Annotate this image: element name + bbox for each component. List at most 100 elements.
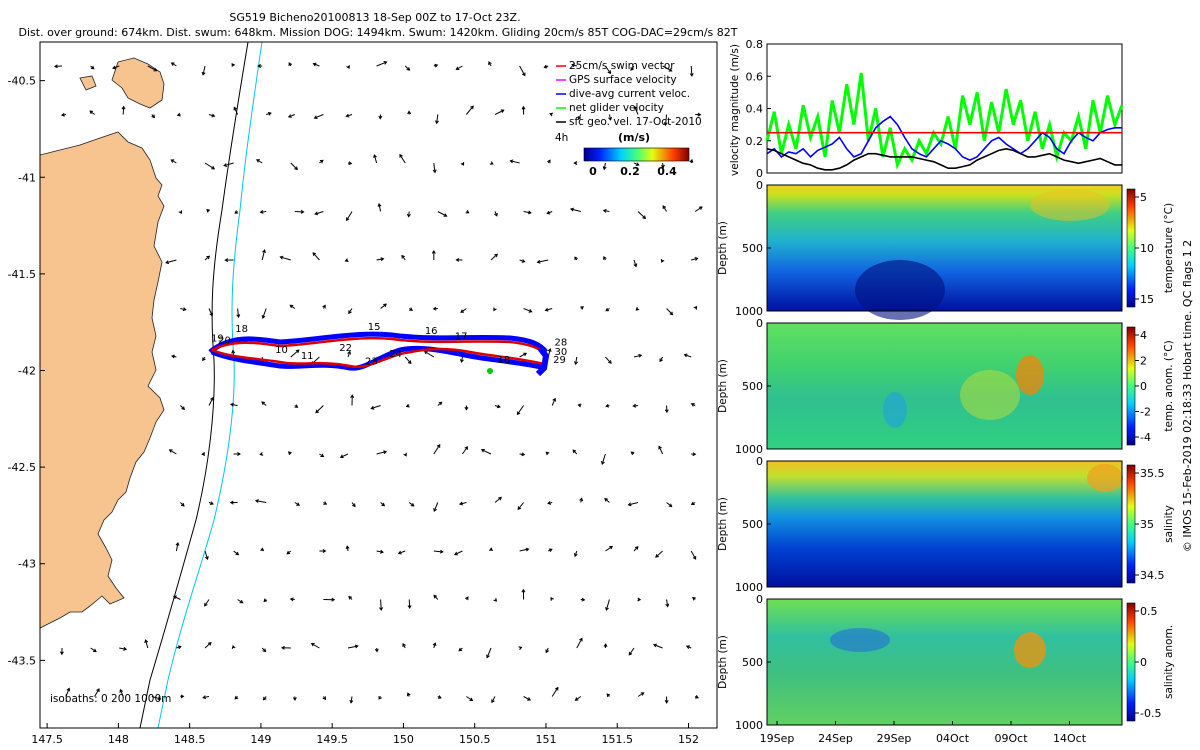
geo-arrow-head bbox=[521, 259, 526, 263]
geo-arrow-shaft bbox=[628, 502, 639, 506]
geo-arrow-head bbox=[638, 353, 643, 358]
geo-arrow-shaft bbox=[315, 211, 324, 215]
geo-arrow-head bbox=[608, 360, 612, 364]
geo-arrow-shaft bbox=[437, 211, 447, 217]
salinity-panel bbox=[766, 460, 1123, 588]
geo-arrow-head bbox=[664, 700, 669, 704]
geo-arrow-shaft bbox=[171, 159, 177, 164]
geo-arrow-shaft bbox=[165, 259, 177, 264]
geo-arrow-head bbox=[669, 311, 674, 316]
geo-arrow-shaft bbox=[466, 105, 474, 115]
geo-arrow-head bbox=[635, 306, 640, 311]
temperature-colorbar bbox=[1126, 188, 1136, 308]
geo-arrow-shaft bbox=[523, 211, 531, 214]
geo-arrow-head bbox=[693, 305, 698, 310]
geo-arrow-shaft bbox=[262, 308, 267, 319]
geo-arrow-head bbox=[500, 109, 505, 113]
glider-track-blue-return bbox=[211, 345, 547, 371]
geo-arrow-head bbox=[373, 154, 377, 159]
island-north bbox=[111, 57, 165, 109]
geo-arrow-head bbox=[289, 304, 294, 309]
geo-arrow-head bbox=[434, 63, 439, 68]
geo-arrow-head bbox=[348, 310, 352, 315]
geo-arrow-shaft bbox=[203, 696, 210, 699]
geo-arrow-head bbox=[144, 639, 149, 644]
geo-arrow-shaft bbox=[519, 352, 527, 358]
geo-arrow-head bbox=[606, 693, 611, 698]
geo-arrow-head bbox=[345, 113, 350, 118]
geo-arrow-head bbox=[207, 641, 212, 646]
map-x-tick-label: 151.5 bbox=[601, 733, 633, 746]
geo-arrow-head bbox=[545, 649, 549, 654]
geo-arrow-head bbox=[257, 64, 261, 68]
geo-arrow-head bbox=[496, 404, 501, 409]
heatmap-ylabel: Depth (m) bbox=[717, 497, 729, 551]
geo-arrow-head bbox=[527, 697, 531, 701]
geo-arrow-head bbox=[379, 607, 384, 611]
geo-arrow-head bbox=[254, 499, 259, 504]
legend-label-3: net glider velocity bbox=[569, 102, 664, 114]
track-day-label: 10 bbox=[275, 345, 288, 356]
geo-arrow-head bbox=[431, 249, 436, 254]
geo-arrow-head bbox=[119, 688, 124, 693]
geo-arrow-shaft bbox=[147, 65, 157, 72]
geo-arrow-head bbox=[637, 597, 642, 602]
geo-arrow-head bbox=[608, 116, 613, 121]
geo-arrow-head bbox=[236, 314, 241, 319]
map-x-tick-label: 150.5 bbox=[459, 733, 491, 746]
geo-arrow-shaft bbox=[433, 550, 443, 553]
tasmania-landmass bbox=[40, 131, 165, 629]
geo-arrow-shaft bbox=[517, 502, 524, 510]
map-x-tick-label: 152 bbox=[678, 733, 699, 746]
geo-arrow-head bbox=[312, 252, 317, 256]
geo-arrow-shaft bbox=[637, 692, 644, 697]
geo-arrow-head bbox=[202, 357, 206, 362]
geo-arrow-head bbox=[655, 554, 659, 558]
geo-arrow-head bbox=[436, 443, 441, 448]
geo-arrow-head bbox=[409, 307, 414, 311]
geo-arrow-head bbox=[579, 637, 583, 642]
geo-arrow-head bbox=[263, 598, 268, 603]
geo-arrow-shaft bbox=[376, 61, 387, 67]
geo-arrow-shaft bbox=[633, 259, 637, 267]
geo-arrow-head bbox=[633, 105, 638, 110]
geo-arrow-head bbox=[259, 452, 264, 456]
geo-arrow-head bbox=[176, 112, 181, 117]
heatmap-y-tick-label: 0 bbox=[756, 317, 763, 330]
geo-arrow-head bbox=[157, 696, 162, 701]
time-tick-label: 09Oct bbox=[994, 732, 1028, 745]
geo-arrow-shaft bbox=[634, 106, 639, 115]
track-day-label: 15 bbox=[368, 322, 381, 333]
track-day-label: 23 bbox=[365, 357, 378, 368]
geo-arrow-shaft bbox=[314, 114, 324, 119]
geo-arrow-shaft bbox=[424, 350, 435, 358]
geo-arrow-head bbox=[229, 500, 234, 505]
velocity-ylabel: velocity magnitude (m/s) bbox=[729, 44, 741, 176]
map-y-tick-label: -42.5 bbox=[8, 461, 36, 474]
geo-arrow-shaft bbox=[204, 642, 212, 649]
geo-arrow-shaft bbox=[290, 349, 300, 358]
geo-arrow-head bbox=[171, 354, 176, 359]
geo-arrow-head bbox=[294, 166, 298, 171]
geo-arrow-shaft bbox=[459, 502, 467, 505]
legend-label-1: GPS surface velocity bbox=[569, 74, 677, 86]
geo-arrow-shaft bbox=[376, 258, 384, 261]
geo-arrow-shaft bbox=[208, 397, 214, 406]
geo-arrow-head bbox=[574, 256, 578, 261]
geo-arrow-head bbox=[346, 65, 350, 70]
geo-arrow-head bbox=[521, 588, 526, 593]
geo-arrow-shaft bbox=[604, 498, 610, 503]
geo-arrow-head bbox=[549, 112, 554, 117]
geo-arrow-head bbox=[572, 449, 577, 454]
geo-arrow-head bbox=[348, 595, 352, 600]
geo-arrow-head bbox=[259, 210, 264, 214]
legend-label-0: 25cm/s swim vector bbox=[569, 60, 675, 72]
geo-arrow-head bbox=[665, 603, 670, 608]
colorbar-tick-label: 4 bbox=[1140, 329, 1147, 342]
geo-arrow-shaft bbox=[605, 599, 610, 611]
geo-arrow-head bbox=[602, 208, 607, 213]
geo-arrow-head bbox=[378, 695, 382, 700]
geo-arrow-head bbox=[397, 550, 402, 555]
geo-arrow-head bbox=[548, 548, 553, 553]
geo-arrow-head bbox=[525, 547, 530, 552]
